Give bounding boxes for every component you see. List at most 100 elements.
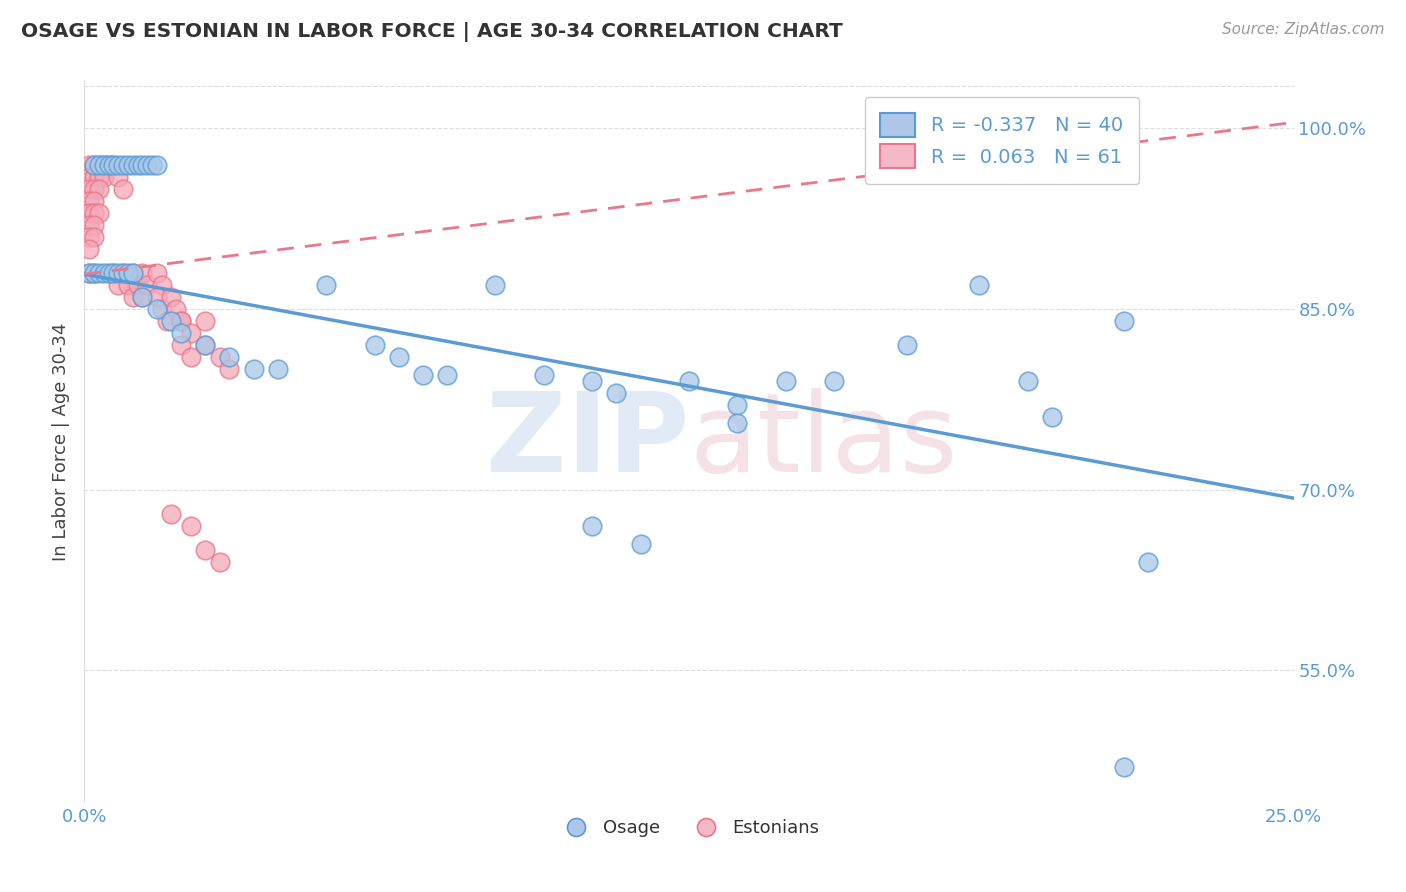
Point: [194, 338, 217, 352]
Point: [170, 326, 193, 341]
Point: [93, 169, 115, 184]
Point: [160, 507, 183, 521]
Point: [77, 266, 100, 280]
Point: [775, 375, 797, 389]
Point: [533, 368, 555, 383]
Point: [725, 417, 748, 431]
Point: [131, 290, 153, 304]
Point: [180, 326, 202, 341]
Point: [160, 290, 183, 304]
Point: [103, 266, 125, 280]
Point: [131, 266, 153, 280]
Point: [107, 158, 129, 172]
Point: [83, 218, 105, 232]
Point: [83, 169, 105, 184]
Point: [605, 386, 627, 401]
Text: ZIP: ZIP: [485, 388, 689, 495]
Point: [77, 205, 100, 219]
Point: [165, 301, 187, 317]
Point: [121, 266, 143, 280]
Point: [823, 375, 845, 389]
Point: [315, 278, 337, 293]
Point: [87, 266, 110, 280]
Y-axis label: In Labor Force | Age 30-34: In Labor Force | Age 30-34: [52, 322, 70, 561]
Point: [242, 362, 264, 376]
Point: [146, 266, 169, 280]
Point: [1017, 375, 1039, 389]
Point: [87, 182, 110, 196]
Point: [160, 314, 183, 328]
Point: [127, 278, 149, 293]
Point: [136, 278, 159, 293]
Point: [112, 266, 135, 280]
Point: [93, 266, 115, 280]
Point: [83, 266, 105, 280]
Point: [194, 314, 217, 328]
Point: [77, 242, 100, 256]
Point: [83, 158, 105, 172]
Point: [87, 158, 110, 172]
Point: [97, 158, 120, 172]
Point: [170, 314, 193, 328]
Point: [412, 368, 434, 383]
Point: [77, 182, 100, 196]
Point: [112, 158, 135, 172]
Point: [83, 230, 105, 244]
Point: [581, 375, 603, 389]
Point: [180, 519, 202, 533]
Point: [725, 398, 748, 412]
Point: [1040, 410, 1063, 425]
Point: [581, 519, 603, 533]
Point: [77, 169, 100, 184]
Point: [87, 169, 110, 184]
Point: [83, 205, 105, 219]
Point: [87, 205, 110, 219]
Point: [363, 338, 385, 352]
Point: [194, 338, 217, 352]
Point: [83, 194, 105, 208]
Point: [117, 278, 139, 293]
Point: [121, 158, 143, 172]
Point: [77, 218, 100, 232]
Point: [121, 290, 143, 304]
Legend: Osage, Estonians: Osage, Estonians: [551, 812, 827, 845]
Point: [83, 266, 105, 280]
Point: [208, 350, 231, 364]
Point: [896, 338, 918, 352]
Point: [194, 542, 217, 557]
Point: [967, 278, 990, 293]
Point: [103, 158, 125, 172]
Point: [77, 158, 100, 172]
Point: [155, 314, 177, 328]
Point: [1114, 760, 1136, 774]
Text: atlas: atlas: [689, 388, 957, 495]
Point: [121, 266, 143, 280]
Point: [117, 158, 139, 172]
Point: [1114, 314, 1136, 328]
Point: [83, 158, 105, 172]
Point: [107, 278, 129, 293]
Point: [267, 362, 290, 376]
Point: [77, 266, 100, 280]
Point: [103, 158, 125, 172]
Point: [93, 158, 115, 172]
Point: [112, 266, 135, 280]
Point: [146, 290, 169, 304]
Point: [103, 266, 125, 280]
Point: [112, 182, 135, 196]
Text: OSAGE VS ESTONIAN IN LABOR FORCE | AGE 30-34 CORRELATION CHART: OSAGE VS ESTONIAN IN LABOR FORCE | AGE 3…: [21, 22, 842, 42]
Point: [218, 350, 240, 364]
Point: [107, 169, 129, 184]
Point: [678, 375, 700, 389]
Point: [150, 278, 173, 293]
Point: [436, 368, 458, 383]
Point: [83, 182, 105, 196]
Point: [146, 301, 169, 317]
Point: [97, 158, 120, 172]
Point: [170, 314, 193, 328]
Point: [484, 278, 506, 293]
Point: [77, 230, 100, 244]
Point: [1137, 555, 1160, 569]
Point: [136, 158, 159, 172]
Point: [131, 158, 153, 172]
